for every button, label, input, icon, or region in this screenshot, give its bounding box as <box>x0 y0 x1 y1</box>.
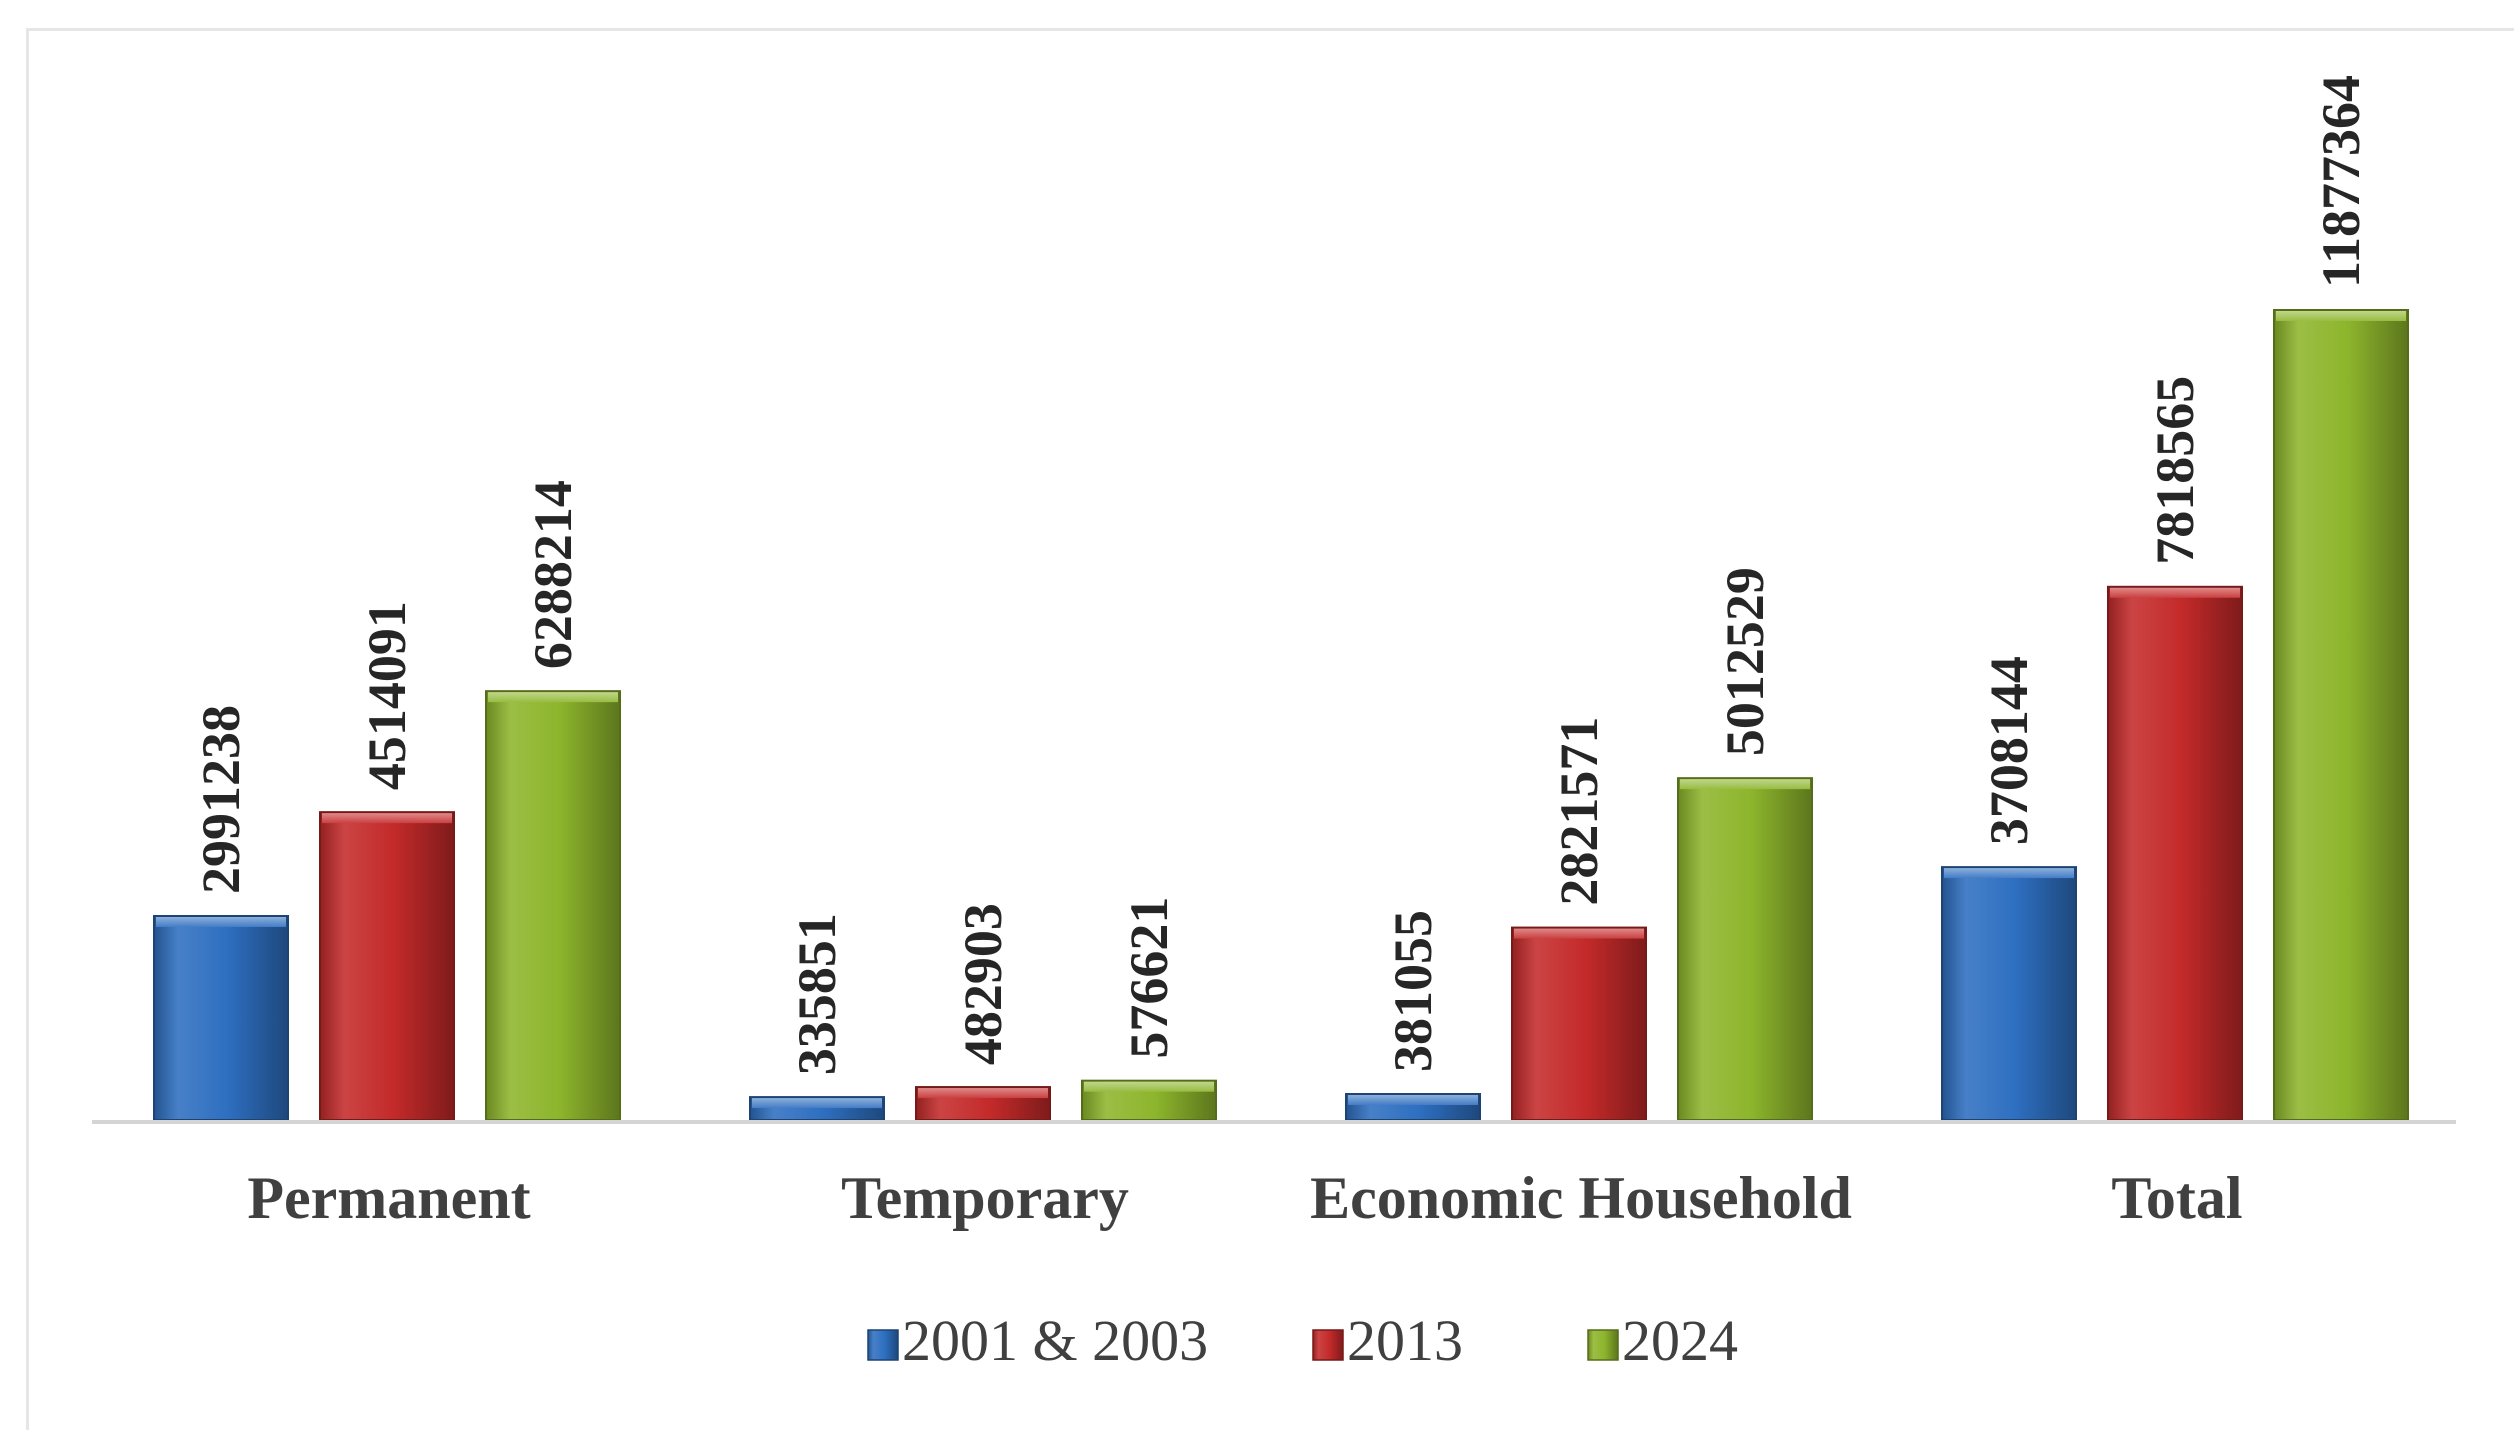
bar-economic-household-2024 <box>1677 777 1813 1122</box>
legend-label: 2013 <box>1347 1308 1463 1373</box>
bar-highlight <box>2276 311 2406 321</box>
data-label: 5012529 <box>1715 567 1775 756</box>
bar-highlight <box>1680 779 1810 790</box>
chart-frame <box>26 28 2514 1430</box>
data-label: 482903 <box>953 903 1013 1065</box>
category-label: Economic Household <box>1310 1165 1852 1231</box>
legend-swatch <box>1587 1329 1619 1361</box>
data-label: 7818565 <box>2145 376 2205 565</box>
legend-label: 2001 & 2003 <box>902 1308 1208 1373</box>
bar-highlight <box>488 692 618 703</box>
category-labels-layer: Permanent Temporary Economic Household Tota… <box>247 1165 2242 1231</box>
bar-total-2013 <box>2107 585 2243 1121</box>
legend-swatch <box>867 1329 899 1361</box>
legend-item: 2001 & 2003 <box>867 1308 1208 1373</box>
legend-swatch <box>1312 1329 1344 1361</box>
bar-highlight <box>1514 928 1644 939</box>
data-label: 3708144 <box>1979 656 2039 845</box>
data-label: 4514091 <box>357 601 417 790</box>
data-label: 6288214 <box>523 480 583 669</box>
bar-highlight <box>752 1098 882 1109</box>
bar-total-2001-2003 <box>1941 866 2077 1122</box>
legend: 2001 & 2003 2013 2024 <box>867 1308 1738 1373</box>
legend-label: 2024 <box>1622 1308 1738 1373</box>
data-label: 576621 <box>1119 897 1179 1059</box>
bar-permanent-2001-2003 <box>153 915 289 1122</box>
bar-highlight <box>322 813 452 824</box>
bar-highlight <box>2110 587 2240 598</box>
bar-highlight <box>1084 1081 1214 1092</box>
bar-permanent-2013 <box>319 811 455 1121</box>
bars-layer <box>153 309 2409 1122</box>
data-label: 2821571 <box>1549 717 1609 906</box>
bar-highlight <box>156 917 286 928</box>
data-label: 2991238 <box>191 705 251 894</box>
bar-permanent-2024 <box>485 690 621 1121</box>
category-label: Temporary <box>841 1165 1129 1231</box>
data-label: 381055 <box>1383 910 1443 1072</box>
bar-highlight <box>1944 868 2074 879</box>
category-label: Permanent <box>247 1165 530 1231</box>
bar-economic-household-2013 <box>1511 926 1647 1121</box>
data-label: 11877364 <box>2311 75 2371 288</box>
data-labels-layer: 2991238 4514091 6288214 335851 482903 576621 3… <box>191 75 2371 1075</box>
category-label: Total <box>2111 1165 2242 1231</box>
bar-highlight <box>1348 1095 1478 1106</box>
bar-highlight <box>918 1088 1048 1099</box>
legend-item: 2013 <box>1312 1308 1463 1373</box>
bar-total-2024 <box>2273 309 2409 1121</box>
data-label: 335851 <box>787 913 847 1075</box>
legend-item: 2024 <box>1587 1308 1738 1373</box>
